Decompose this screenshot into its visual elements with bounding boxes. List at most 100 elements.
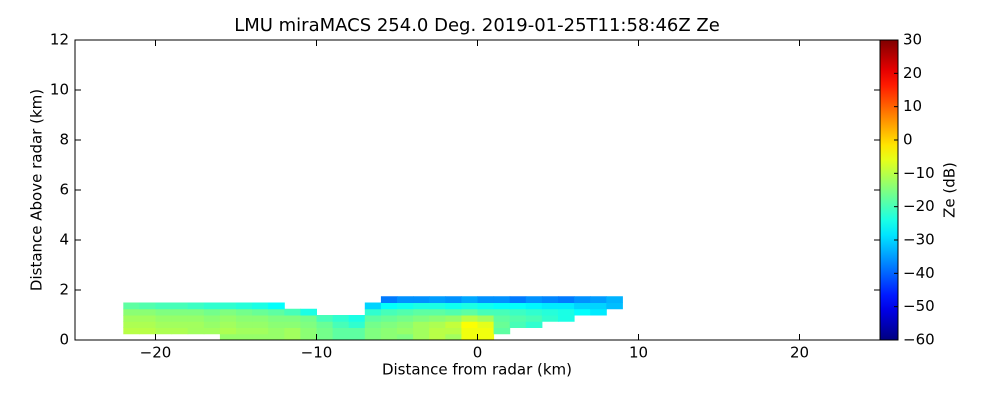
cell [445,308,462,316]
cell [187,302,205,310]
cell [493,302,511,310]
cell [413,308,430,316]
cell [509,302,527,310]
cell [268,321,285,328]
cell [252,327,269,335]
cell [252,321,269,328]
cell [364,321,382,328]
cell [493,308,511,316]
cell [123,308,140,316]
cell [413,321,430,328]
cell [445,321,462,328]
cell [461,308,478,316]
cell [187,315,205,322]
x-tick-label: −20 [140,344,172,362]
cell [525,302,543,310]
cell [574,296,591,303]
cell [541,296,559,303]
x-tick-label: −10 [301,344,333,362]
colorbar-tick-label: 10 [903,97,922,115]
cell [155,308,173,316]
cell [236,308,253,316]
cell [606,296,623,303]
cell [413,327,430,335]
cell [525,321,543,328]
cell [284,333,301,341]
cell [461,321,478,328]
cell [268,333,285,341]
cell [541,315,559,322]
cell [300,327,317,335]
cell [477,302,495,310]
cell [413,333,430,341]
cell [574,308,591,316]
cell [268,308,285,316]
cell [413,302,430,310]
cell [364,315,382,322]
cell [316,333,334,341]
cell [364,308,382,316]
cell [252,308,269,316]
cell [509,296,527,303]
cell [171,327,189,335]
cell [316,327,334,335]
cell [284,315,301,322]
cell [525,315,543,322]
x-axis-label: Distance from radar (km) [382,361,572,379]
cell [252,302,269,310]
cell [284,321,301,328]
colorbar-tick-label: −50 [903,297,935,315]
cell [429,327,446,335]
cell [203,315,221,322]
colorbar-tick-label: −30 [903,231,935,249]
cell [509,315,527,322]
cell [380,333,398,341]
cell [123,315,140,322]
cell [348,327,366,335]
cell [397,308,414,316]
cell [397,296,414,303]
cell [171,321,189,328]
cell [268,327,285,335]
cell [300,333,317,341]
cell [380,321,398,328]
cell [525,296,543,303]
cell [590,302,607,310]
cell [123,327,140,335]
cell [397,327,414,335]
cell [268,315,285,322]
cell [155,302,173,310]
cell [445,315,462,322]
cell [558,296,575,303]
cell [493,327,511,335]
cell [316,315,334,322]
cell [348,333,366,341]
cell [493,315,511,322]
cell [219,327,237,335]
cell [236,333,253,341]
cell [236,321,253,328]
cell [171,315,189,322]
cell [203,321,221,328]
y-tick-label: 12 [50,31,69,49]
cell [364,327,382,335]
colorbar [879,39,899,341]
plot-frame [74,39,881,341]
cell [155,315,173,322]
cell [332,315,350,322]
cell [139,308,156,316]
cell [380,302,398,310]
cell [477,296,495,303]
cell [397,302,414,310]
cell [445,296,462,303]
cell [445,327,462,335]
cell [348,321,366,328]
cell [332,333,350,341]
cell [493,296,511,303]
cell [558,308,575,316]
cell [558,302,575,310]
colorbar-tick-label: −40 [903,264,935,282]
cell [203,302,221,310]
cell [413,315,430,322]
